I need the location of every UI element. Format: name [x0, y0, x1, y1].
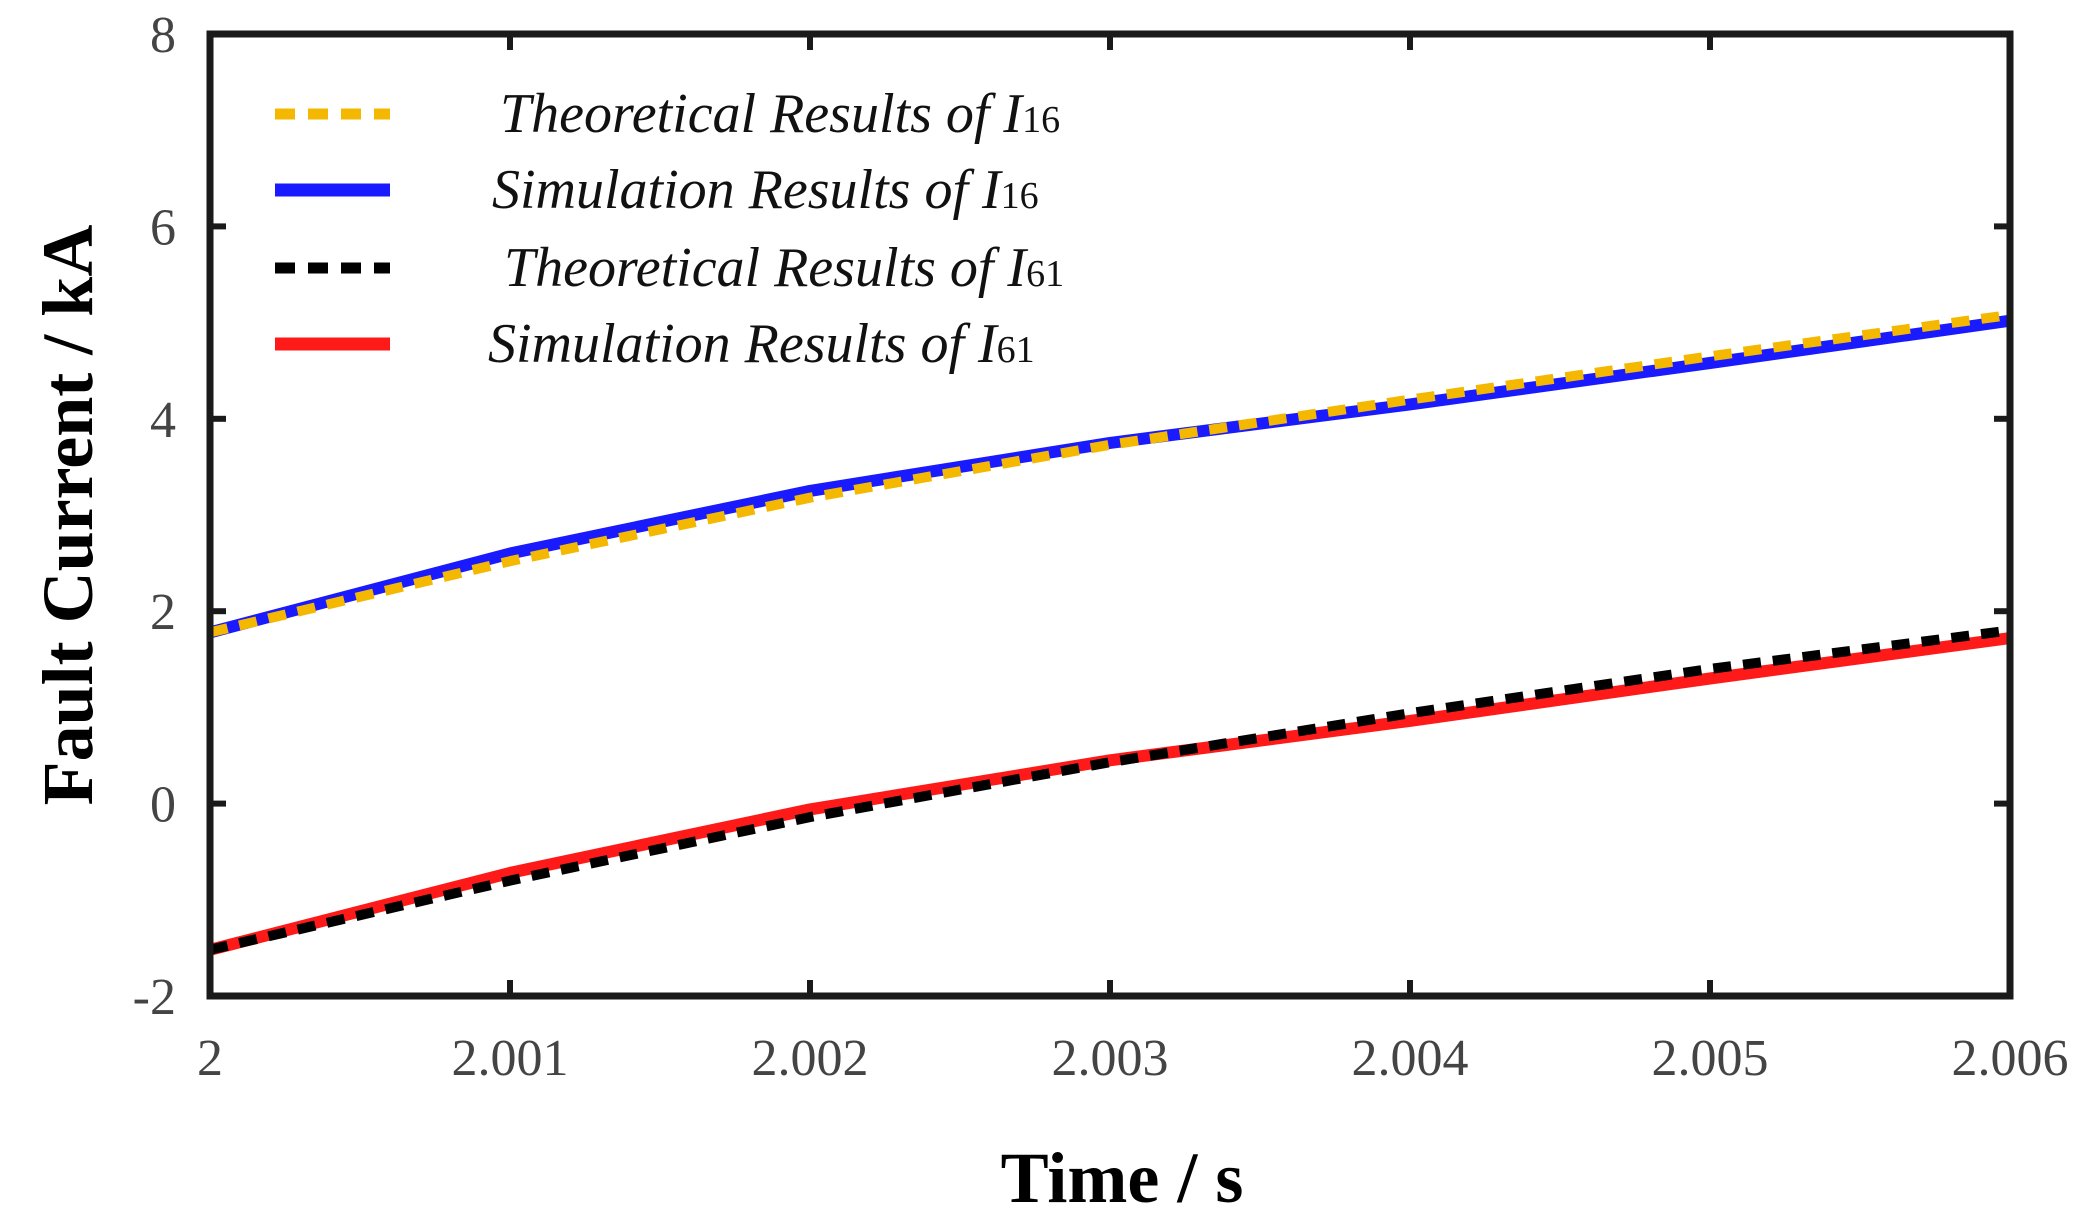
series-layer [208, 309, 2011, 956]
x-tick-label: 2.003 [1052, 1030, 1169, 1087]
labels-layer: 2 2.001 2.002 2.003 2.004 2.005 2.006 -2 0 2 4 6 8 [133, 7, 2069, 1087]
x-axis-title: Time / s [1001, 1138, 1244, 1217]
legend-label-subscript: 61 [997, 329, 1035, 371]
y-tick-label: 8 [150, 7, 176, 64]
series-line-simulation-results-of-i61 [208, 632, 2011, 956]
x-tick-label: 2.005 [1652, 1030, 1769, 1087]
y-tick-label: 2 [150, 584, 176, 641]
y-axis-title: Fault Current / kA [28, 225, 108, 806]
series-line-simulation-results-of-i16 [208, 314, 2011, 639]
series-line-theoretical-results-of-i16 [208, 309, 2011, 638]
legend-label-theoretical-results-of-i16: Theoretical Results of I16 [500, 83, 1060, 145]
y-tick-label: -2 [133, 969, 176, 1026]
legend-label-main: Simulation Results of I [488, 313, 999, 375]
legend-label-subscript: 16 [1022, 99, 1060, 141]
x-tick-label: 2.001 [452, 1030, 569, 1087]
y-tick-label: 6 [150, 199, 176, 256]
x-tick-label: 2.002 [752, 1030, 869, 1087]
legend-label-main: Simulation Results of I [492, 159, 1003, 221]
x-tick-label: 2.004 [1352, 1030, 1469, 1087]
legend-label-main: Theoretical Results of I [500, 83, 1024, 145]
y-tick-label: 0 [150, 777, 176, 834]
x-tick-label: 2 [197, 1030, 223, 1087]
legend-label-subscript: 16 [1001, 175, 1039, 217]
legend-label-main: Theoretical Results of I [504, 237, 1028, 299]
legend-label-simulation-results-of-i61: Simulation Results of I61 [488, 313, 1035, 375]
legend-label-simulation-results-of-i16: Simulation Results of I16 [492, 159, 1039, 221]
plot-frame [206, 30, 2014, 1000]
y-tick-label: 4 [150, 392, 176, 449]
legend-label-subscript: 61 [1026, 253, 1064, 295]
x-tick-label: 2.006 [1952, 1030, 2069, 1087]
ticks-layer [207, 31, 2013, 999]
legend-label-theoretical-results-of-i61: Theoretical Results of I61 [504, 237, 1064, 299]
series-line-theoretical-results-of-i61 [208, 625, 2011, 955]
